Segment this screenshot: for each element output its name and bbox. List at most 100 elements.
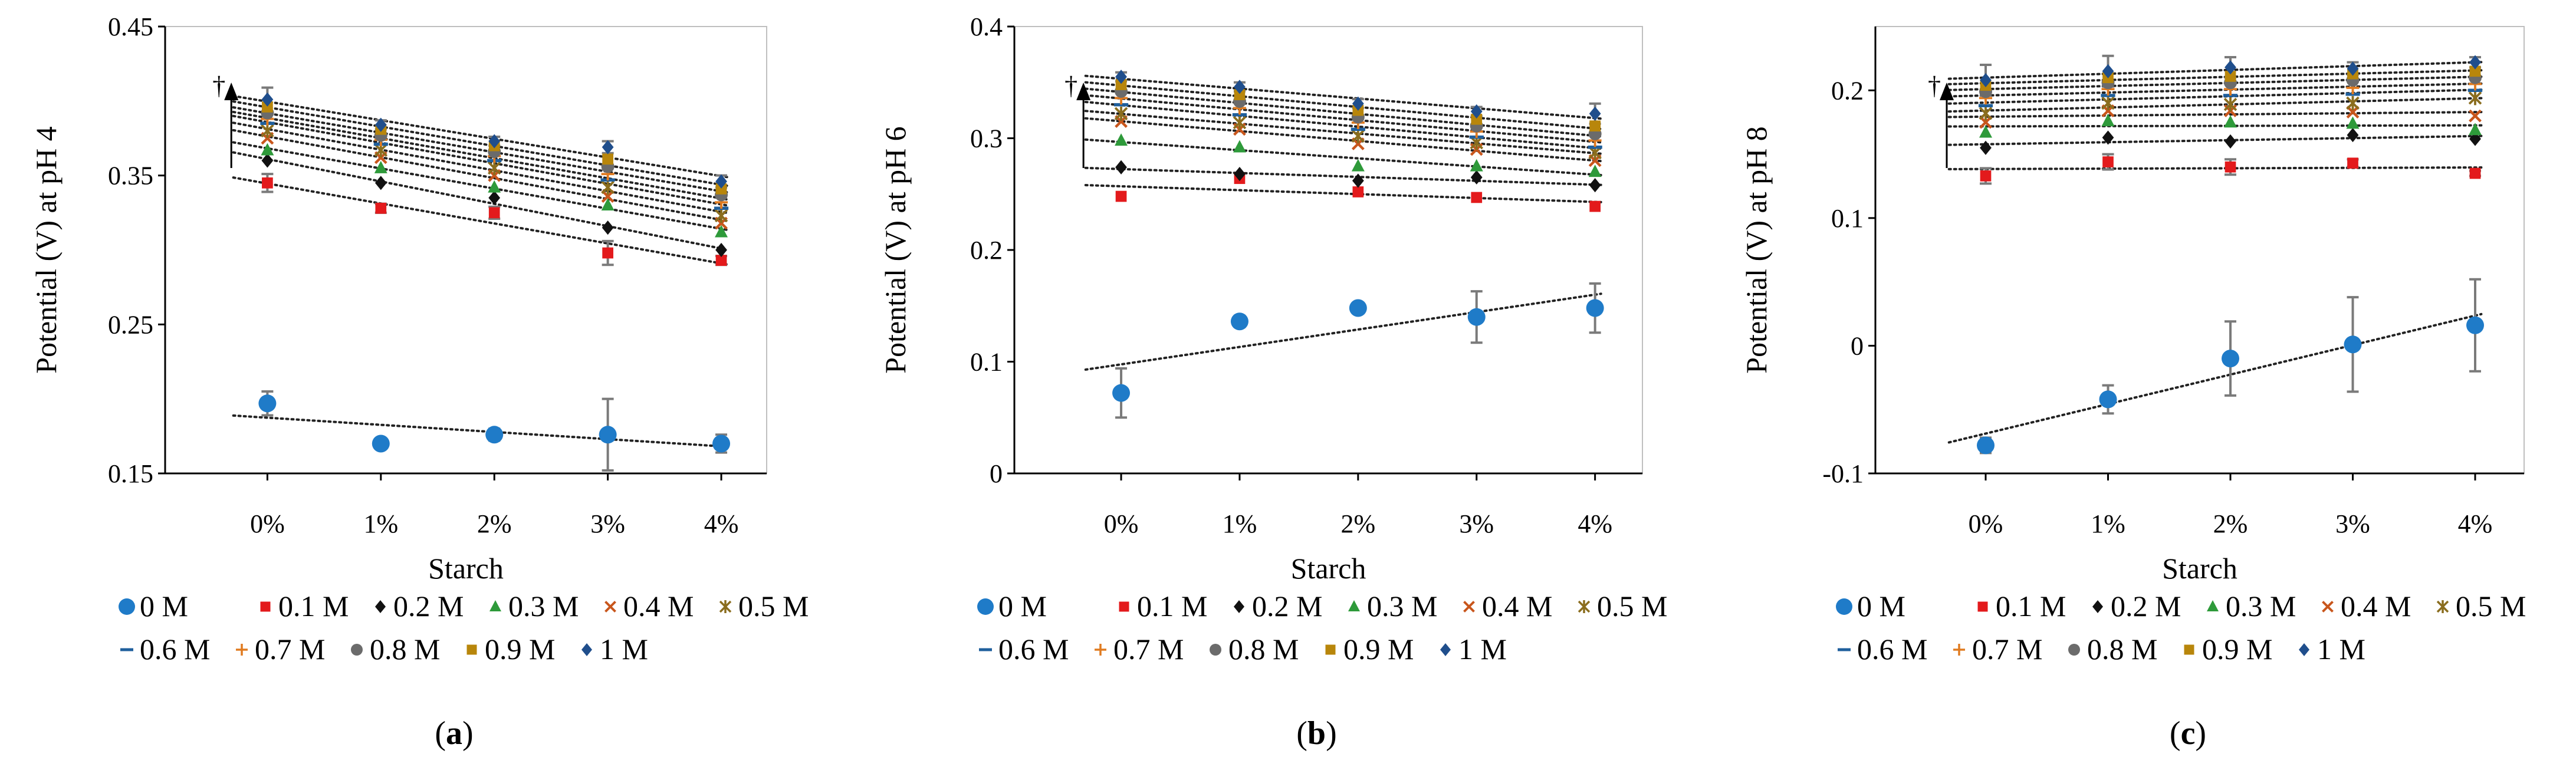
x-tick-label: 3% <box>1459 509 1494 538</box>
x-tick-label: 2% <box>2213 509 2248 538</box>
y-tick-label: -0.1 <box>1822 459 1864 488</box>
data-point-0p2m <box>1115 160 1127 175</box>
data-point-1m <box>374 117 387 132</box>
legend-label: 0.9 M <box>2202 633 2272 666</box>
legend-marker-0p8m <box>1210 644 1221 656</box>
data-point-0m <box>1112 384 1131 402</box>
legend-marker-0m <box>977 598 994 615</box>
legend-marker-0p3m <box>2207 600 2219 611</box>
legend-label: 0.8 M <box>370 633 440 666</box>
legend-item-0p3m: 0.3 M <box>1348 590 1437 623</box>
panel-b: 0 0.1 0.2 0.3 0.4 0% 1% 2% 3% 4% Starch Potential (… <box>879 12 1667 752</box>
y-tick-label: 0.4 <box>970 12 1003 41</box>
data-point-0m <box>1586 299 1604 317</box>
legend-marker-0p7m <box>236 644 248 656</box>
increasing-arrow-head <box>1940 83 1954 100</box>
data-point-0p2m <box>2347 127 2359 143</box>
trendline-0p5m <box>1947 97 2483 113</box>
x-tick-label: 4% <box>2458 509 2493 538</box>
legend-label: 0.2 M <box>393 590 464 623</box>
data-point-0p3m <box>2101 114 2115 127</box>
legend-item-1m: 1 M <box>2299 633 2365 666</box>
data-point-0p5m <box>1979 106 1993 121</box>
trendline-0p1m <box>232 176 728 266</box>
data-point-0p3m <box>1470 159 1483 172</box>
legend-item-0p6m: 0.6 M <box>1838 633 1927 666</box>
data-point-0p9m <box>262 101 273 113</box>
data-point-0p9m <box>1234 89 1246 100</box>
data-point-0p1m <box>715 255 727 266</box>
y-tick-label: 0.25 <box>108 310 153 339</box>
trendline-1m <box>232 94 728 179</box>
plot-area-border <box>165 26 767 474</box>
data-point-0m <box>2099 390 2117 409</box>
trendline-0p2m <box>232 151 728 251</box>
trendline-0p8m <box>1084 87 1602 138</box>
legend-marker-0p3m <box>1348 600 1360 611</box>
data-point-0p2m <box>1980 140 1992 155</box>
x-axis-label: Starch <box>2162 552 2237 585</box>
legend-item-0p4m: 0.4 M <box>2322 590 2411 623</box>
x-tick-label: 2% <box>1341 509 1376 538</box>
legend-marker-0p6m <box>1838 648 1851 651</box>
increasing-arrow-head <box>224 83 239 100</box>
x-axis-label: Starch <box>1291 552 1366 585</box>
data-point-0p6m <box>1232 113 1247 117</box>
y-tick-label: 0.45 <box>108 12 153 41</box>
y-tick-label: 0 <box>1851 331 1864 360</box>
data-point-0p6m <box>1351 127 1365 131</box>
data-point-1m <box>1352 96 1364 111</box>
y-tick-label: 0.15 <box>108 459 153 488</box>
trendline-0p9m <box>1947 69 2483 85</box>
data-point-0p9m <box>2469 65 2481 77</box>
legend-item-0p4m: 0.4 M <box>1463 590 1552 623</box>
trendline-0m <box>1084 292 1602 371</box>
legend-label: 1 M <box>2317 633 2365 666</box>
data-point-0m <box>2344 335 2362 354</box>
legend-item-0p1m: 0.1 M <box>1119 590 1207 623</box>
legend-marker-0p3m <box>489 600 501 611</box>
legend-marker-0p5m <box>719 600 732 613</box>
data-point-0p3m <box>1115 133 1128 146</box>
data-point-0p3m <box>2224 115 2237 128</box>
legend-label: 0.9 M <box>1343 633 1414 666</box>
data-point-0p9m <box>715 183 727 195</box>
data-point-0m <box>712 434 731 453</box>
trendline-0p7m <box>232 110 728 201</box>
data-point-1m <box>2469 55 2481 70</box>
legend-label: 0.3 M <box>508 590 579 623</box>
data-point-0p5m <box>601 180 615 195</box>
legend-label: 0.6 M <box>140 633 210 666</box>
legend-label: 0.9 M <box>485 633 555 666</box>
data-point-0p9m <box>1115 79 1127 90</box>
legend-label: 0.5 M <box>1597 590 1667 623</box>
legend-item-0p2m: 0.2 M <box>2092 590 2181 623</box>
legend-label: 0 M <box>1857 590 1905 623</box>
legend-label: 0.3 M <box>2226 590 2296 623</box>
data-point-0p3m <box>2346 116 2360 129</box>
plot-area-border <box>1875 26 2525 474</box>
legend-item-0p5m: 0.5 M <box>2436 590 2526 623</box>
data-point-0p3m <box>1588 164 1602 177</box>
legend-marker-0p9m <box>2184 644 2194 655</box>
data-point-0p2m <box>2469 131 2481 146</box>
legend-marker-0m <box>119 598 135 615</box>
legend-marker-0p1m <box>1119 601 1129 612</box>
x-tick-label: 3% <box>2335 509 2370 538</box>
data-point-0p9m <box>2225 71 2236 82</box>
data-point-1m <box>602 140 614 154</box>
panel-caption: (b) <box>1296 715 1336 752</box>
legend-marker-0p4m <box>604 601 616 613</box>
legend-item-0p9m: 0.9 M <box>2184 633 2272 666</box>
legend-marker-0p2m <box>375 600 386 613</box>
trendline-0p4m <box>232 129 728 222</box>
legend-marker-0p2m <box>1234 600 1244 613</box>
legend-marker-0p1m <box>260 601 271 612</box>
legend-marker-0p7m <box>1095 644 1106 656</box>
legend-label: 0.5 M <box>2456 590 2526 623</box>
trendline-0p7m <box>1947 82 2483 98</box>
data-point-1m <box>715 174 727 189</box>
legend-marker-0p1m <box>1977 601 1988 612</box>
data-point-1m <box>1589 106 1601 121</box>
legend-label: 0.3 M <box>1367 590 1437 623</box>
